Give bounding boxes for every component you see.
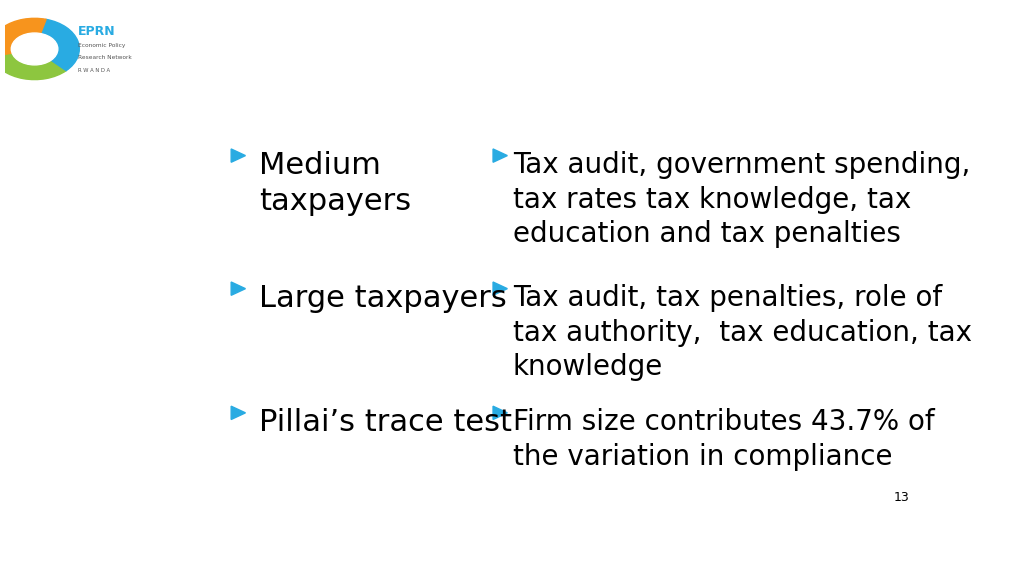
Text: Research Network: Research Network <box>78 55 132 60</box>
Wedge shape <box>0 18 46 57</box>
Text: Economic Policy: Economic Policy <box>78 43 126 48</box>
Polygon shape <box>231 282 246 295</box>
Polygon shape <box>231 149 246 162</box>
Text: Large taxpayers: Large taxpayers <box>259 284 507 313</box>
Text: Tax audit, tax penalties, role of
tax authority,  tax education, tax
knowledge: Tax audit, tax penalties, role of tax au… <box>513 284 972 381</box>
Wedge shape <box>0 49 67 79</box>
Polygon shape <box>494 406 507 419</box>
Text: Pillai’s trace test: Pillai’s trace test <box>259 408 512 437</box>
Polygon shape <box>494 149 507 162</box>
Wedge shape <box>35 20 79 71</box>
Circle shape <box>11 33 57 65</box>
Text: Tax audit, government spending,
tax rates tax knowledge, tax
education and tax p: Tax audit, government spending, tax rate… <box>513 151 971 248</box>
Polygon shape <box>494 282 507 295</box>
Text: EPRN: EPRN <box>78 25 116 38</box>
Polygon shape <box>231 406 246 419</box>
Text: 13: 13 <box>894 491 909 504</box>
Text: Medium
taxpayers: Medium taxpayers <box>259 151 411 216</box>
Text: R W A N D A: R W A N D A <box>78 67 111 73</box>
Text: Firm size contributes 43.7% of
the variation in compliance: Firm size contributes 43.7% of the varia… <box>513 408 935 471</box>
